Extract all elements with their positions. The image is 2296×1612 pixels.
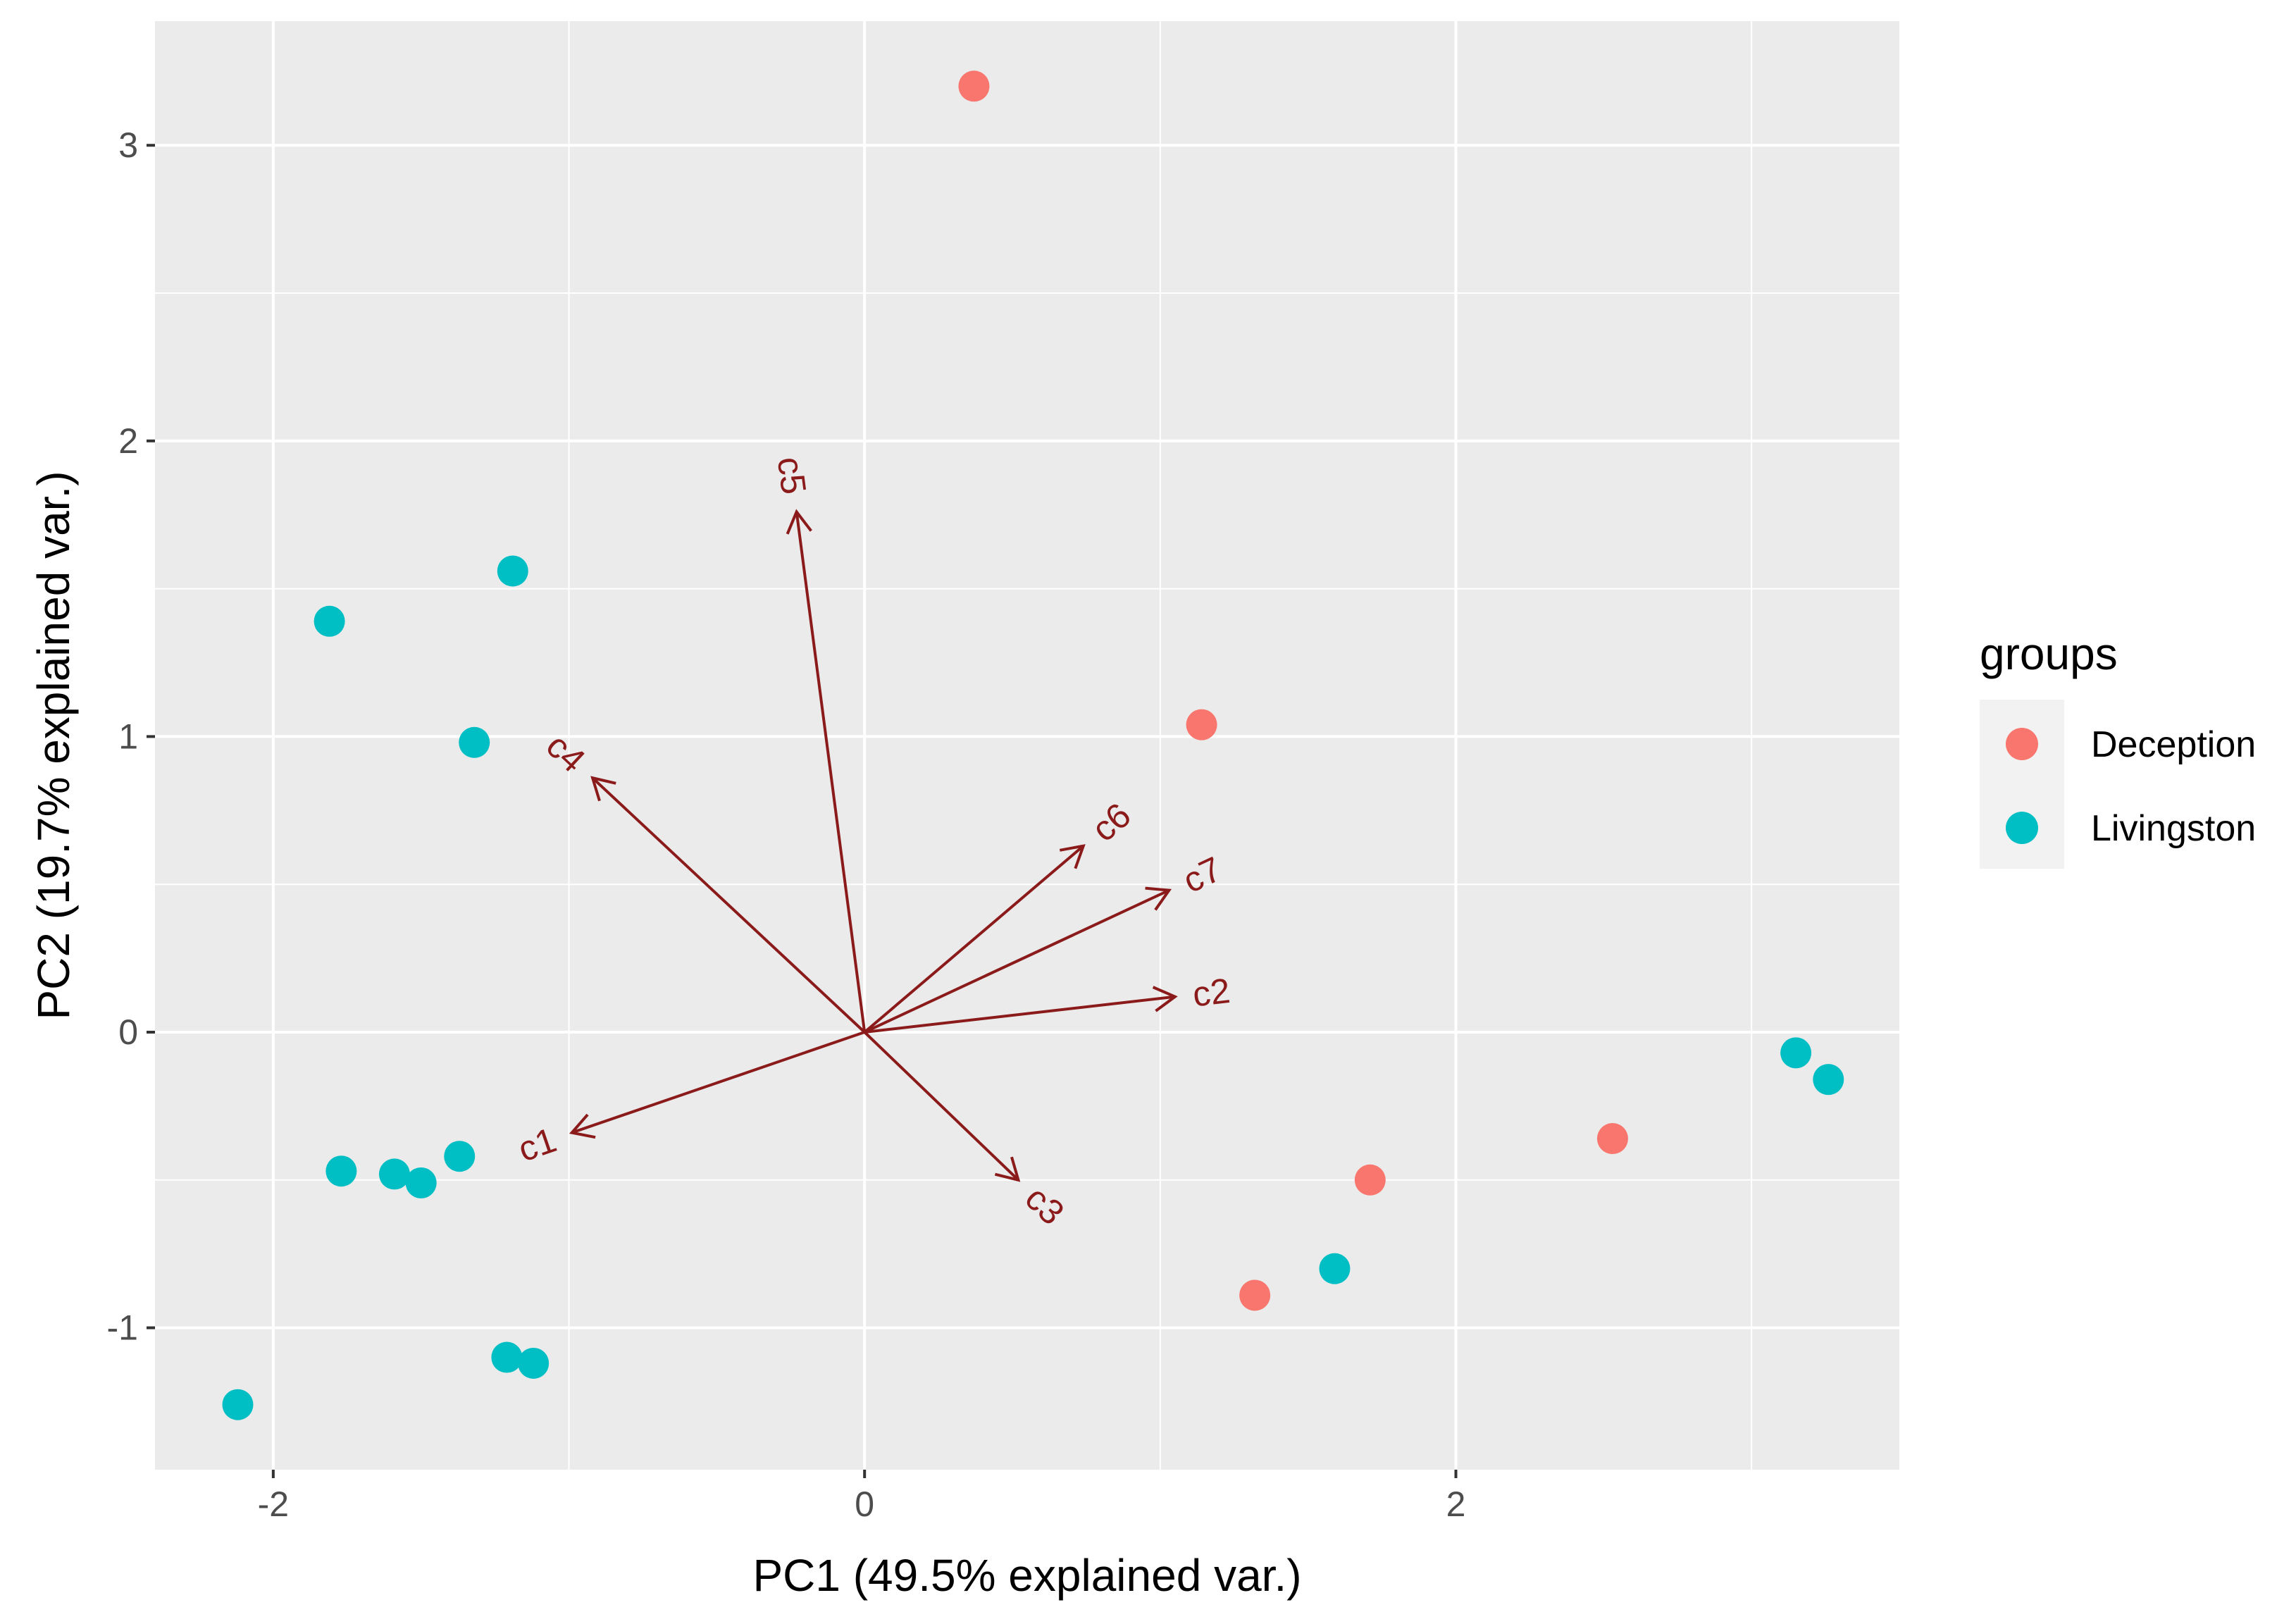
point-livingston [222, 1389, 254, 1420]
loading-arrow-c2 [864, 995, 1176, 1034]
point-livingston [1813, 1064, 1844, 1096]
legend-title: groups [1980, 628, 2118, 679]
point-livingston [325, 1155, 357, 1187]
point-livingston [314, 605, 345, 637]
legend-label-livingston: Livingston [2091, 808, 2256, 849]
loading-label-c2: c2 [1191, 971, 1232, 1015]
point-deception [1596, 1123, 1628, 1155]
x-tick-label: 0 [855, 1484, 874, 1524]
loading-arrowhead-c4 [590, 776, 616, 802]
y-tick-label: 3 [118, 125, 138, 165]
loading-arrow-c1 [571, 1031, 865, 1134]
point-livingston [497, 555, 528, 587]
y-tick-label: 0 [118, 1012, 138, 1052]
loading-arrow-c5 [795, 512, 867, 1033]
y-axis-title: PC2 (19.7% explained var.) [28, 471, 79, 1019]
point-livingston [518, 1347, 550, 1379]
point-livingston [444, 1141, 476, 1172]
legend-key-livingston [2006, 812, 2038, 844]
point-livingston [491, 1341, 523, 1373]
point-livingston [378, 1158, 410, 1190]
loading-arrow-c7 [864, 888, 1170, 1034]
loading-arrowhead-c7 [1145, 886, 1172, 911]
point-deception [958, 70, 990, 102]
y-tick-label: 2 [118, 421, 138, 461]
point-deception [1186, 709, 1217, 740]
grid-lines [155, 21, 1899, 1470]
axis-ticks: -2 0 2 -1 0 1 2 3 [107, 125, 1466, 1524]
legend-label-deception: Deception [2091, 724, 2256, 765]
point-livingston [405, 1167, 437, 1198]
y-tick-label: 1 [118, 717, 138, 756]
loading-arrow-c6 [863, 845, 1085, 1034]
point-livingston [1319, 1253, 1351, 1284]
loading-label-c5: c5 [770, 454, 814, 497]
point-deception [1354, 1164, 1386, 1196]
y-tick-label: -1 [107, 1308, 138, 1348]
loading-arrow-c4 [591, 776, 866, 1034]
legend-key-deception [2006, 728, 2038, 760]
x-tick-label: 2 [1446, 1484, 1466, 1524]
data-points [222, 70, 1844, 1420]
legend: groups Deception Livingston [1980, 628, 2256, 869]
x-tick-label: -2 [258, 1484, 289, 1524]
loading-arrowhead-c3 [994, 1156, 1021, 1182]
loading-arrowhead-c5 [786, 509, 812, 535]
point-deception [1239, 1279, 1271, 1311]
point-livingston [1780, 1037, 1812, 1069]
loading-arrowhead-c1 [569, 1113, 596, 1139]
x-axis-title: PC1 (49.5% explained var.) [752, 1550, 1301, 1601]
point-livingston [459, 726, 490, 758]
loading-arrow-c3 [863, 1031, 1019, 1182]
loading-arrowhead-c2 [1152, 986, 1178, 1012]
panel-background [155, 21, 1899, 1470]
loading-arrowhead-c6 [1059, 844, 1086, 869]
